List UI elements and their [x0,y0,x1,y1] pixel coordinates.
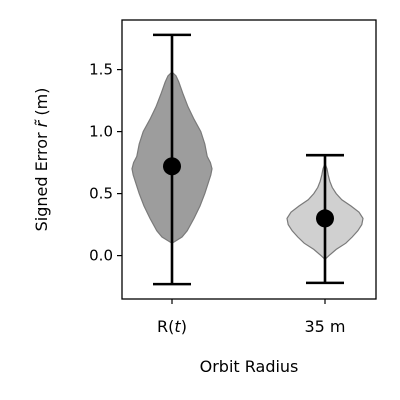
y-tick-label-2: 1.0 [89,123,113,141]
y-axis-label: Signed Error r̃ (m) [32,88,51,232]
y-tick-label-1: 0.5 [89,185,113,203]
mean-marker-0 [163,157,181,176]
y-axis-ticks: 0.0 0.5 1.0 1.5 [89,61,122,265]
y-axis-label-prefix: Signed Error [32,127,51,231]
x-tick-label-0: R(t) [157,317,187,336]
x-axis-label: Orbit Radius [200,357,299,376]
y-axis-label-suffix: (m) [32,88,51,121]
errorbar-layer [153,33,344,286]
y-tick-label-0: 0.0 [89,247,113,265]
mean-marker-1 [316,209,334,228]
x-axis-ticks: R(t) 35 m [157,299,346,336]
x-tick-label-1: 35 m [304,317,345,336]
y-axis-label-symbol: r̃ [32,119,51,127]
plot-frame [121,19,377,300]
y-tick-label-3: 1.5 [89,61,113,79]
